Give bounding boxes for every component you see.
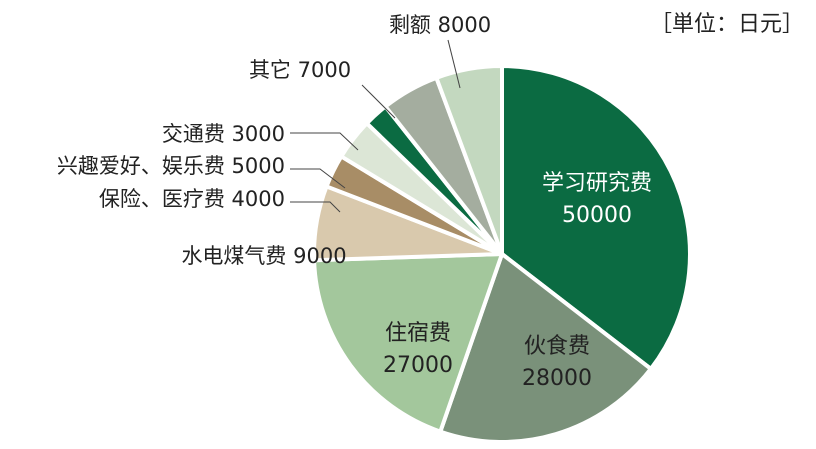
slice-label: 学习研究费 bbox=[542, 171, 652, 196]
slice-label: 伙食费 bbox=[524, 334, 590, 359]
pie-slice bbox=[434, 64, 504, 256]
slice-label: 剩额 8000 bbox=[389, 13, 491, 37]
slice-label: 其它 7000 bbox=[249, 58, 351, 82]
unit-label: ［単位：日元］ bbox=[649, 12, 804, 37]
slice-label: 住宿费 bbox=[385, 321, 451, 346]
slice-value: 27000 bbox=[383, 353, 453, 378]
leader-line bbox=[290, 132, 359, 151]
slice-label: 兴趣爱好、娱乐费 5000 bbox=[57, 154, 285, 178]
slice-value: 28000 bbox=[522, 366, 592, 391]
leader-line bbox=[290, 168, 346, 189]
slice-label: 交通费 3000 bbox=[162, 122, 285, 146]
pie-slice bbox=[312, 252, 504, 434]
slice-label: 保险、医疗费 4000 bbox=[99, 187, 285, 211]
pie-slice bbox=[438, 252, 653, 444]
slice-label: 水电煤气费 9000 bbox=[181, 244, 346, 268]
leader-line bbox=[361, 84, 396, 119]
slice-value: 50000 bbox=[562, 203, 632, 228]
pie-slice bbox=[500, 64, 692, 371]
leader-line bbox=[447, 39, 461, 89]
leader-line bbox=[290, 201, 341, 213]
